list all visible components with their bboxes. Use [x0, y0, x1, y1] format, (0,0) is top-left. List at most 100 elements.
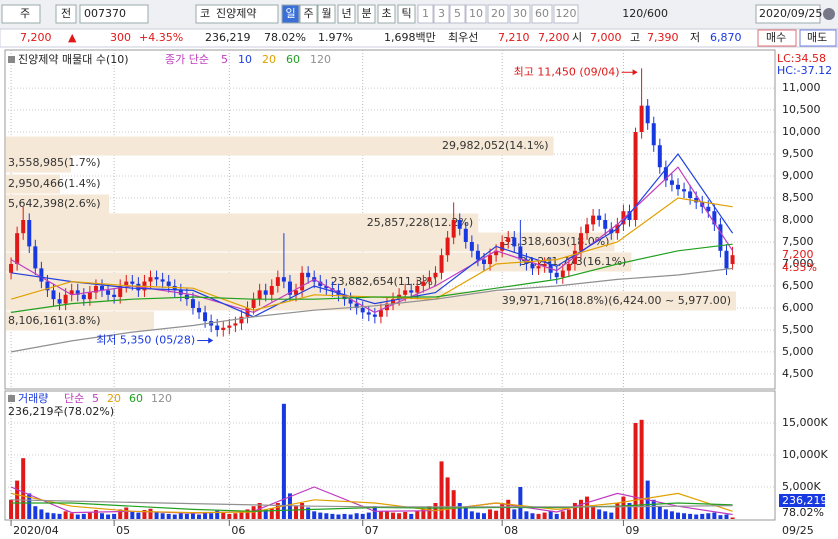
ma-line — [11, 499, 733, 508]
period-button[interactable] — [397, 4, 416, 24]
price: 7,200 — [20, 31, 52, 44]
candle-body — [124, 281, 129, 286]
code-input[interactable] — [79, 4, 149, 24]
candle-body — [663, 167, 668, 181]
interval-button[interactable] — [509, 4, 531, 24]
volume-bar — [166, 513, 171, 519]
volume-bar — [700, 513, 705, 519]
interval-button[interactable] — [553, 4, 579, 24]
volume-bar — [512, 509, 517, 519]
annotation-arrowhead — [208, 337, 214, 344]
candle-body — [239, 316, 244, 324]
interval-label: 5 — [454, 7, 461, 20]
candle-body — [166, 281, 171, 286]
bid: 7,200 — [538, 31, 570, 44]
interval-button[interactable] — [487, 4, 509, 24]
volume-profile-label: 29,982,052(14.1%) — [442, 139, 549, 152]
interval-button[interactable] — [417, 4, 434, 24]
period-button[interactable] — [377, 4, 396, 24]
volume-bar — [190, 513, 195, 519]
period-button[interactable] — [357, 4, 376, 24]
ask: 7,210 — [498, 31, 530, 44]
legend-entry: 120 — [310, 53, 331, 66]
candle-body — [100, 285, 105, 291]
candle-body — [245, 307, 250, 317]
candle-body — [360, 307, 365, 313]
candle-body — [318, 281, 323, 286]
candle-body — [57, 299, 62, 304]
volume-bar — [130, 511, 135, 519]
candle-body — [190, 299, 195, 308]
interval-button[interactable] — [531, 4, 553, 24]
name-box[interactable] — [195, 4, 279, 24]
candle-body — [69, 290, 74, 295]
volume-bar — [378, 511, 383, 519]
candle-body — [27, 220, 32, 247]
market-select[interactable] — [1, 4, 41, 24]
candle-body — [518, 246, 523, 260]
candle-body — [197, 307, 202, 313]
interval-button[interactable] — [449, 4, 466, 24]
candle-body — [591, 215, 596, 225]
volume-bar — [694, 514, 699, 519]
legend-entry: 5 — [92, 392, 99, 405]
volume-legend-title: 거래량 — [18, 392, 48, 405]
volume-bar — [445, 477, 450, 519]
candle-body — [348, 299, 353, 304]
volume-bar — [342, 513, 347, 519]
volume-bar — [578, 499, 583, 519]
candle-body — [688, 191, 693, 199]
candle-body — [118, 285, 123, 297]
candle-body — [9, 263, 14, 273]
volume-profile-band — [6, 232, 615, 252]
candle-body — [488, 255, 493, 264]
date-input[interactable] — [755, 4, 821, 24]
y-tick-label: 5,500 — [782, 323, 814, 336]
volume-bar — [233, 513, 238, 519]
period-button[interactable] — [337, 4, 356, 24]
period-button[interactable] — [299, 4, 318, 24]
volume-bar — [554, 513, 559, 519]
candle-body — [682, 189, 687, 192]
volume-bar — [675, 512, 680, 519]
interval-label: 60 — [535, 7, 549, 20]
volume-bar — [639, 419, 644, 519]
candle-body — [475, 250, 480, 260]
volume-bar — [69, 513, 74, 519]
candle-body — [263, 290, 268, 295]
period-label: 틱 — [401, 7, 411, 20]
y-tick-label: 11,000 — [782, 81, 821, 94]
mode-button[interactable] — [55, 4, 77, 24]
candle-body — [585, 224, 590, 234]
sell-button[interactable] — [799, 29, 837, 47]
volume-bar — [572, 503, 577, 519]
annotation: 최고 11,450 (09/04) — [514, 65, 620, 78]
interval-button[interactable] — [433, 4, 450, 24]
period-button[interactable] — [281, 4, 300, 24]
volume-bar — [63, 511, 68, 519]
y-tick-label: 5,000K — [782, 480, 821, 493]
lc-label: LC:34.58 — [777, 52, 826, 65]
period-button[interactable] — [317, 4, 336, 24]
interval-button[interactable] — [465, 4, 487, 24]
candle-body — [621, 211, 626, 225]
volume-bar — [566, 509, 571, 519]
best-label: 최우선 — [448, 31, 478, 44]
volume-bar — [548, 510, 553, 519]
candle-body — [215, 325, 220, 330]
candle-body — [75, 290, 80, 295]
volume-profile-label: 8,106,161(3.8%) — [8, 314, 101, 327]
volume-profile-label: 3,558,985(1.7%) — [8, 156, 101, 169]
volume-bar — [269, 508, 274, 519]
volume-bar — [21, 458, 26, 519]
candle-body — [233, 323, 238, 326]
y-tick-label: 9,500 — [782, 147, 814, 160]
y-tick-label: 10,000K — [782, 448, 828, 461]
candle-body — [281, 277, 286, 282]
volume-profile-band — [6, 174, 60, 194]
settings-icon[interactable] — [823, 8, 835, 20]
volume-bar — [318, 512, 323, 519]
last-pct: 4.35% — [782, 261, 817, 274]
volume-bar — [397, 513, 402, 519]
buy-button[interactable] — [757, 29, 797, 47]
